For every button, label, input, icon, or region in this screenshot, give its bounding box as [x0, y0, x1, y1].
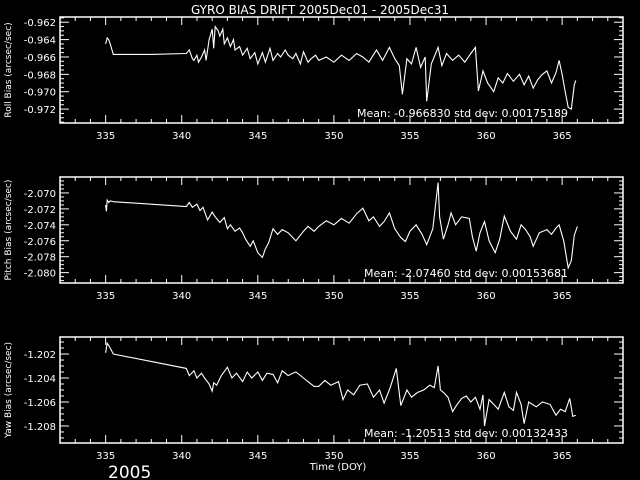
plot-frame — [59, 176, 624, 284]
y-tick-label: -2.080 — [24, 269, 56, 280]
y-tick-label: -0.972 — [24, 105, 56, 116]
y-tick-label: -2.072 — [24, 205, 56, 216]
y-tick-label: -2.074 — [24, 221, 56, 232]
y-tick-label: -1.208 — [24, 422, 56, 433]
y-tick-label: -2.076 — [24, 237, 56, 248]
x-tick-label: 335 — [96, 451, 115, 462]
stats-annotation: Mean: -0.966830 std dev: 0.00175189 — [357, 107, 568, 120]
x-tick-label: 335 — [96, 131, 115, 142]
y-tick-label: -1.202 — [24, 350, 56, 361]
x-tick-label: 355 — [400, 131, 419, 142]
chart-title: GYRO BIAS DRIFT 2005Dec01 - 2005Dec31 — [191, 3, 449, 17]
x-tick-label: 355 — [400, 451, 419, 462]
y-tick-label: -0.966 — [24, 53, 56, 64]
panel-2: 335 340 345 350 355 360 365 -1.202 -1.204 -1.206 -… — [4, 336, 624, 462]
x-tick-label: 360 — [477, 451, 496, 462]
data-series-line — [105, 25, 577, 110]
panel-0: 335 340 345 350 355 360 365 -0.962 -0.964 -0.966 -… — [4, 16, 624, 142]
x-tick-label: 360 — [477, 291, 496, 302]
year-label: 2005 — [108, 463, 151, 480]
y-tick-label: -1.206 — [24, 398, 56, 409]
x-tick-label: 340 — [172, 451, 191, 462]
x-tick-label: 360 — [477, 131, 496, 142]
stats-annotation: Mean: -1.20513 std dev: 0.00132433 — [364, 427, 568, 440]
y-axis-label: Yaw Bias (arcsec/sec) — [4, 342, 14, 439]
y-tick-label: -0.968 — [24, 70, 56, 81]
y-tick-label: -1.204 — [24, 374, 56, 385]
x-tick-label: 365 — [553, 451, 572, 462]
y-tick-label: -2.070 — [24, 189, 56, 200]
x-tick-label: 355 — [400, 291, 419, 302]
y-axis-label: Pitch Bias (arcsec/sec) — [4, 180, 14, 281]
y-tick-label: -2.078 — [24, 253, 56, 264]
x-tick-label: 350 — [324, 291, 343, 302]
x-tick-label: 335 — [96, 291, 115, 302]
stats-annotation: Mean: -2.07460 std dev: 0.00153681 — [364, 267, 568, 280]
data-series-line — [105, 341, 577, 427]
x-axis-label: Time (DOY) — [309, 462, 367, 473]
x-tick-label: 345 — [248, 451, 267, 462]
y-tick-label: -0.964 — [24, 36, 56, 47]
y-tick-label: -0.970 — [24, 88, 56, 99]
x-tick-label: 365 — [553, 291, 572, 302]
y-tick-label: -0.962 — [24, 18, 56, 29]
x-tick-label: 345 — [248, 291, 267, 302]
y-axis-label: Roll Bias (arcsec/sec) — [4, 22, 14, 117]
data-series-line — [105, 182, 578, 270]
x-tick-label: 350 — [324, 131, 343, 142]
x-tick-label: 350 — [324, 451, 343, 462]
x-tick-label: 340 — [172, 131, 191, 142]
x-tick-label: 365 — [553, 131, 572, 142]
x-tick-label: 345 — [248, 131, 267, 142]
panel-1: 335 340 345 350 355 360 365 -2.070 -2.072 -2.074 -… — [4, 176, 624, 302]
x-tick-label: 340 — [172, 291, 191, 302]
